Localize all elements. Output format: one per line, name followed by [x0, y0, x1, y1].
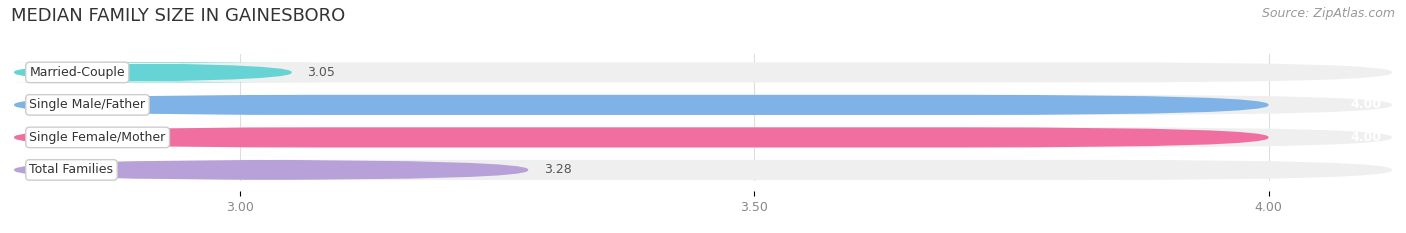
- Text: 4.00: 4.00: [1351, 131, 1382, 144]
- Text: Single Female/Mother: Single Female/Mother: [30, 131, 166, 144]
- Text: 3.05: 3.05: [307, 66, 335, 79]
- FancyBboxPatch shape: [14, 95, 1268, 115]
- FancyBboxPatch shape: [14, 160, 1392, 180]
- Text: Married-Couple: Married-Couple: [30, 66, 125, 79]
- Text: 4.00: 4.00: [1351, 98, 1382, 111]
- FancyBboxPatch shape: [14, 95, 1392, 115]
- Text: 3.28: 3.28: [544, 163, 571, 176]
- FancyBboxPatch shape: [0, 62, 321, 82]
- FancyBboxPatch shape: [14, 127, 1392, 147]
- Text: Single Male/Father: Single Male/Father: [30, 98, 145, 111]
- FancyBboxPatch shape: [14, 127, 1268, 147]
- Text: Source: ZipAtlas.com: Source: ZipAtlas.com: [1261, 7, 1395, 20]
- Text: MEDIAN FAMILY SIZE IN GAINESBORO: MEDIAN FAMILY SIZE IN GAINESBORO: [11, 7, 346, 25]
- FancyBboxPatch shape: [14, 160, 529, 180]
- FancyBboxPatch shape: [14, 62, 1392, 82]
- Text: Total Families: Total Families: [30, 163, 114, 176]
